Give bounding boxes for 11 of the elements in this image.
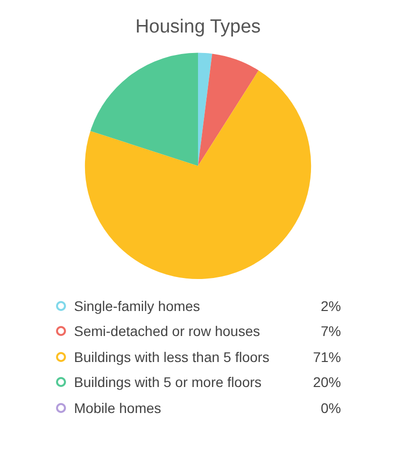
text: 0% <box>320 400 341 416</box>
data-label: 2% <box>320 298 341 314</box>
legend-label: Semi-detached or row houses <box>74 323 261 340</box>
chart-title: Housing Types <box>135 16 261 38</box>
legend-label: Mobile homes <box>74 400 162 416</box>
data-label: 20% <box>312 374 341 390</box>
legend-label: Single-family homes <box>74 298 202 314</box>
data-label: 7% <box>320 323 341 340</box>
data-label: 71% <box>312 348 341 365</box>
legend-label: Buildings with 5 or more floors <box>74 374 263 390</box>
legend-label: Buildings with less than 5 floors <box>74 348 270 365</box>
